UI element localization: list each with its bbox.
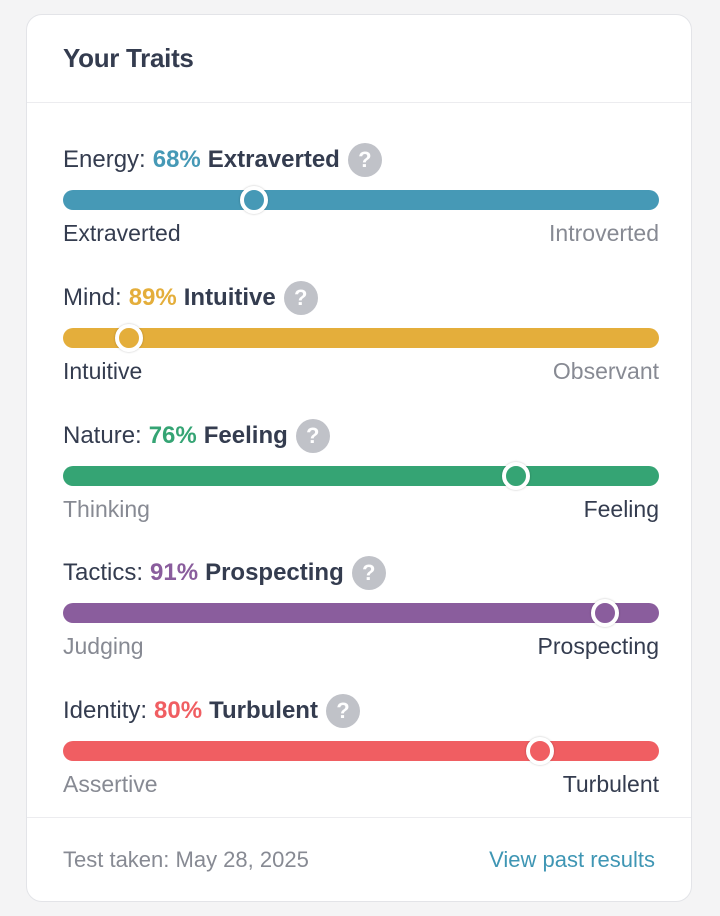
trait-name: Nature: — [63, 422, 142, 449]
trait-type: Prospecting — [205, 559, 344, 586]
left-pole-label: Intuitive — [63, 358, 143, 384]
trait-heading: Tactics: 91% Prospecting ? — [63, 553, 386, 593]
right-pole-label: Prospecting — [537, 633, 659, 659]
trait-slider-track — [63, 599, 659, 627]
trait-mind: Mind: 89% Intuitive ? Intuitive Observan… — [63, 278, 659, 398]
help-icon[interactable]: ? — [295, 419, 330, 453]
trait-percent: 68% — [152, 146, 201, 173]
trait-slider-thumb[interactable] — [501, 462, 530, 490]
card-header: Your Traits — [27, 15, 691, 103]
right-pole-label: Introverted — [549, 220, 659, 246]
traits-card: Your Traits Energy: 68% Extraverted ? Ex… — [26, 14, 692, 902]
left-pole-label: Extraverted — [63, 220, 181, 246]
trait-heading: Mind: 89% Intuitive ? — [63, 278, 318, 318]
help-icon[interactable]: ? — [351, 556, 386, 590]
card-footer: Test taken: May 28, 2025 View past resul… — [27, 817, 691, 901]
trait-type: Feeling — [203, 422, 288, 449]
trait-slider-track — [63, 324, 659, 352]
trait-heading: Identity: 80% Turbulent ? — [63, 691, 360, 731]
trait-slider-thumb[interactable] — [591, 599, 620, 627]
help-icon[interactable]: ? — [347, 143, 382, 177]
trait-name: Energy: — [63, 146, 146, 173]
trait-slider-thumb[interactable] — [114, 324, 143, 352]
left-pole-label: Assertive — [63, 771, 158, 797]
right-pole-label: Turbulent — [562, 771, 659, 797]
trait-slider-track — [63, 186, 659, 214]
view-past-results-link[interactable]: View past results — [489, 846, 655, 872]
traits-list: Energy: 68% Extraverted ? Extraverted In… — [27, 103, 691, 818]
trait-energy: Energy: 68% Extraverted ? Extraverted In… — [63, 140, 659, 260]
trait-name: Mind: — [63, 284, 122, 311]
trait-name: Identity: — [63, 697, 148, 724]
left-pole-label: Judging — [63, 633, 144, 659]
trait-slider-thumb[interactable] — [525, 737, 554, 765]
card-title: Your Traits — [63, 43, 194, 73]
trait-identity: Identity: 80% Turbulent ? Assertive Turb… — [63, 691, 659, 811]
trait-heading: Nature: 76% Feeling ? — [63, 416, 330, 456]
trait-type: Turbulent — [209, 697, 318, 724]
trait-slider-track — [63, 737, 659, 765]
trait-type: Intuitive — [183, 284, 276, 311]
trait-percent: 80% — [154, 697, 203, 724]
trait-type: Extraverted — [207, 146, 340, 173]
trait-percent: 76% — [148, 422, 197, 449]
trait-percent: 89% — [128, 284, 177, 311]
right-pole-label: Feeling — [583, 496, 659, 522]
trait-slider-track — [63, 462, 659, 490]
trait-percent: 91% — [150, 559, 199, 586]
trait-tactics: Tactics: 91% Prospecting ? Judging Prosp… — [63, 553, 659, 673]
test-date: Test taken: May 28, 2025 — [63, 846, 309, 872]
trait-slider-thumb[interactable] — [239, 186, 268, 214]
trait-name: Tactics: — [63, 559, 144, 586]
right-pole-label: Observant — [552, 358, 659, 384]
left-pole-label: Thinking — [63, 496, 150, 522]
trait-nature: Nature: 76% Feeling ? Thinking Feeling — [63, 416, 659, 536]
trait-heading: Energy: 68% Extraverted ? — [63, 140, 382, 180]
help-icon[interactable]: ? — [283, 281, 318, 315]
help-icon[interactable]: ? — [325, 694, 360, 728]
